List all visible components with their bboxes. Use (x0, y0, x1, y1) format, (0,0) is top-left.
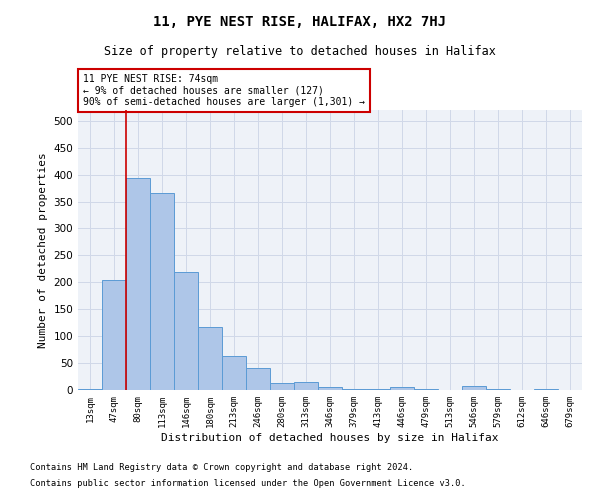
Bar (318, 387, 342, 390)
Bar (222, 356, 246, 390)
Bar (198, 327, 222, 390)
Y-axis label: Number of detached properties: Number of detached properties (38, 152, 48, 348)
Bar (246, 368, 270, 390)
Text: Contains HM Land Registry data © Crown copyright and database right 2024.: Contains HM Land Registry data © Crown c… (30, 464, 413, 472)
Text: 11, PYE NEST RISE, HALIFAX, HX2 7HJ: 11, PYE NEST RISE, HALIFAX, HX2 7HJ (154, 15, 446, 29)
Bar (270, 383, 294, 390)
Bar (174, 272, 198, 390)
Text: Size of property relative to detached houses in Halifax: Size of property relative to detached ho… (104, 45, 496, 58)
Bar (78, 389, 102, 390)
Bar (126, 178, 150, 390)
X-axis label: Distribution of detached houses by size in Halifax: Distribution of detached houses by size … (161, 432, 499, 442)
Bar (462, 386, 486, 390)
Bar (294, 382, 318, 390)
Text: 11 PYE NEST RISE: 74sqm
← 9% of detached houses are smaller (127)
90% of semi-de: 11 PYE NEST RISE: 74sqm ← 9% of detached… (83, 74, 365, 107)
Bar (102, 280, 126, 390)
Bar (390, 387, 414, 390)
Bar (486, 389, 510, 390)
Text: Contains public sector information licensed under the Open Government Licence v3: Contains public sector information licen… (30, 478, 466, 488)
Bar (150, 194, 174, 390)
